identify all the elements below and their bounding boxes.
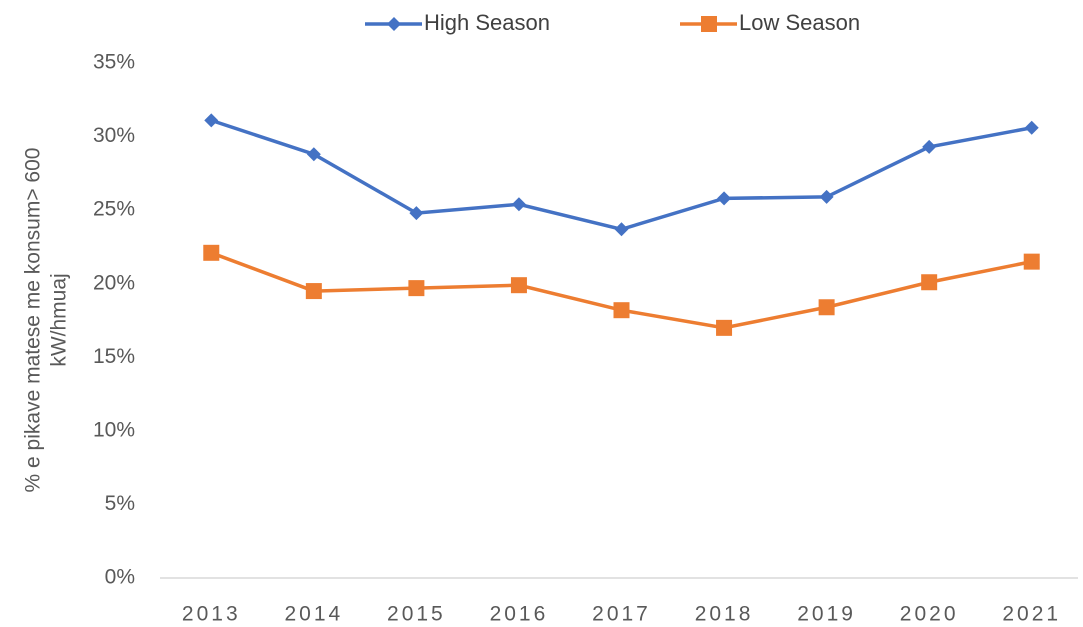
marker (510, 277, 527, 294)
marker (614, 222, 629, 237)
y-axis-label: % e pikave matese me konsum> 600 (22, 148, 45, 493)
marker (716, 319, 733, 336)
y-axis-label: kW/hmuaj (48, 273, 71, 366)
y-tick-label: 15% (93, 345, 135, 368)
x-tick-label: 2015 (387, 603, 446, 626)
legend-label: High Season (424, 10, 550, 35)
y-tick-label: 35% (93, 51, 135, 74)
marker (387, 17, 401, 31)
legend: High Season Low Season (365, 10, 860, 35)
x-tick-label: 2016 (490, 603, 549, 626)
legend-label: Low Season (739, 10, 860, 35)
marker (717, 191, 732, 206)
marker (701, 16, 717, 32)
marker (922, 139, 937, 154)
marker (1023, 253, 1040, 270)
y-tick-label: 25% (93, 198, 135, 221)
marker (409, 206, 424, 221)
x-tick-label: 2019 (797, 603, 856, 626)
marker (305, 283, 322, 300)
marker (818, 299, 835, 316)
marker (204, 113, 219, 128)
series-line (210, 118, 1033, 232)
marker (819, 189, 834, 204)
x-tick-label: 2017 (592, 603, 651, 626)
x-tick-label: 2014 (284, 603, 343, 626)
x-tick-label: 2021 (1002, 603, 1061, 626)
y-tick-label: 30% (93, 124, 135, 147)
y-tick-label: 5% (105, 492, 135, 515)
y-tick-label: 10% (93, 418, 135, 441)
x-tick-label: 2020 (900, 603, 959, 626)
y-tick-label: 20% (93, 271, 135, 294)
marker (203, 244, 220, 261)
marker (921, 274, 938, 291)
marker (408, 280, 425, 297)
marker (1024, 120, 1039, 135)
x-tick-label: 2013 (182, 603, 241, 626)
marker (613, 302, 630, 319)
marker (511, 197, 526, 212)
x-tick-label: 2018 (695, 603, 754, 626)
y-tick-label: 0% (105, 566, 135, 589)
marker (306, 147, 321, 162)
